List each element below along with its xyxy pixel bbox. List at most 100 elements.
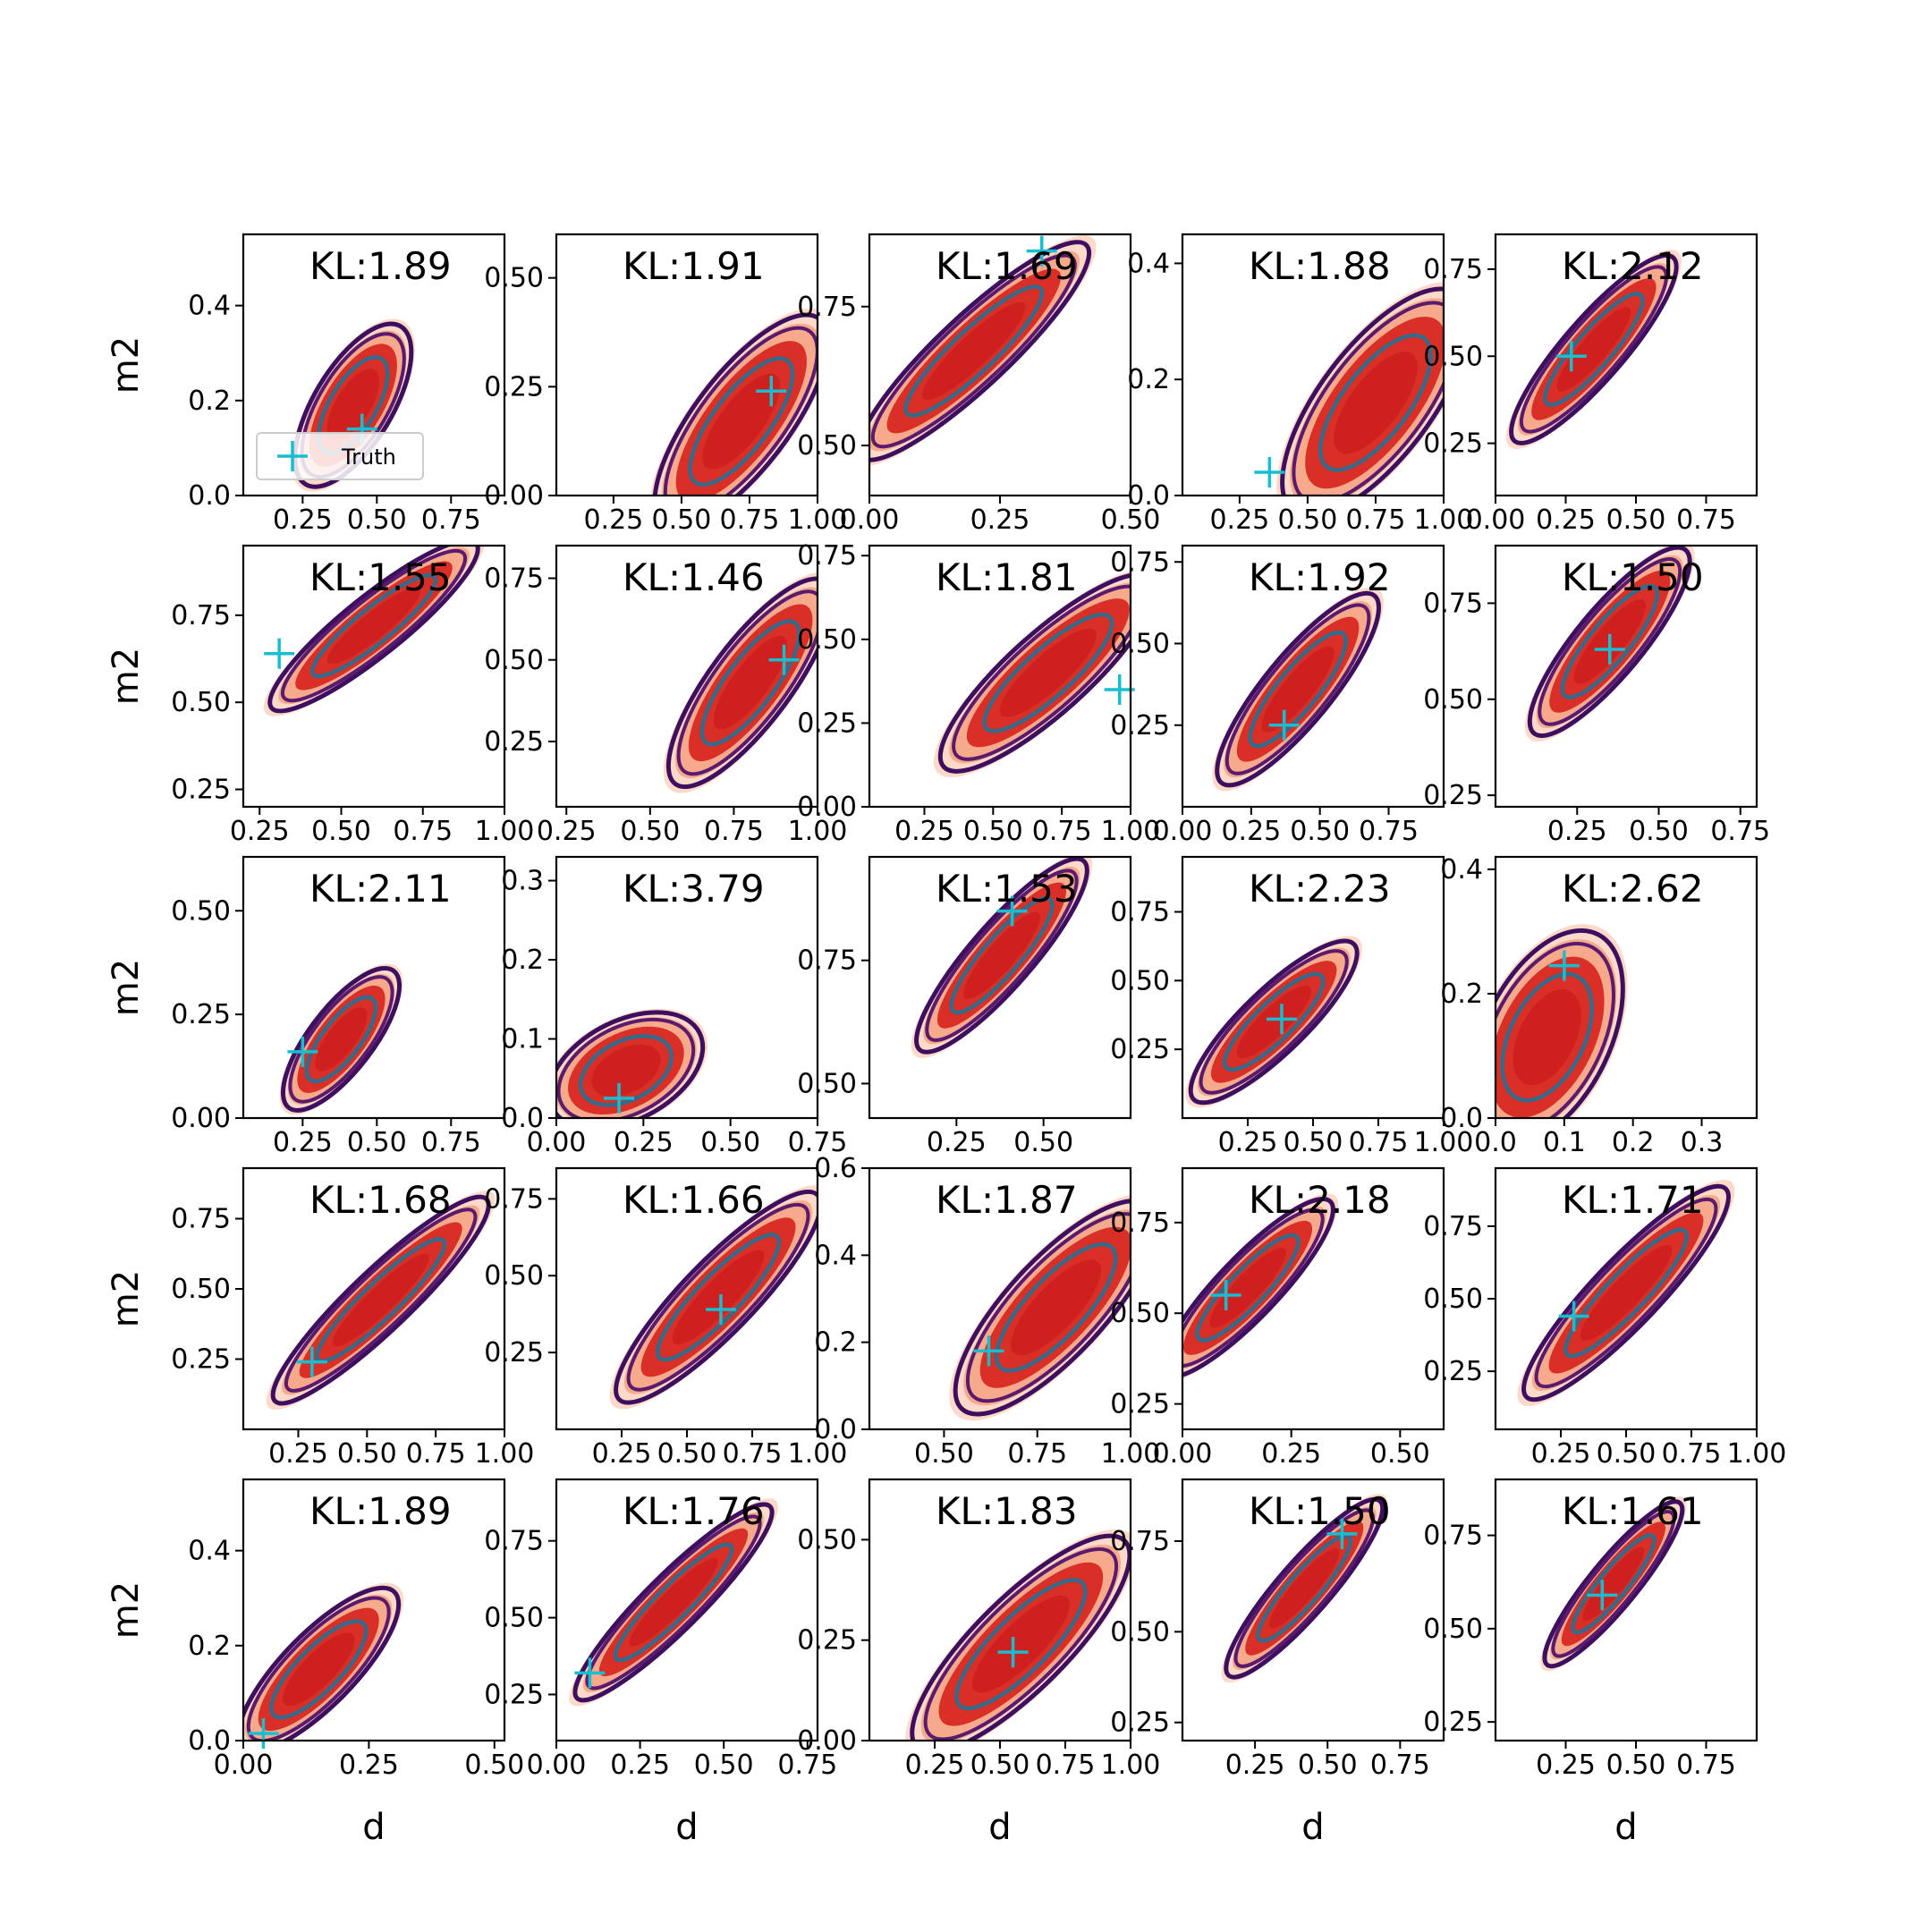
density-fill-core: [591, 1044, 661, 1097]
x-tick-label: 0.25: [273, 504, 333, 536]
x-tick-label: 0.25: [610, 1750, 670, 1781]
contour-line-mid: [663, 326, 818, 496]
axes-frame: [1181, 1478, 1445, 1742]
y-tick-label: 0.00: [171, 1103, 231, 1134]
axes-frame: [555, 855, 819, 1120]
truth-marker: [1266, 1004, 1297, 1035]
x-tick-label: 1.00: [788, 504, 848, 536]
density-contours: [1505, 250, 1682, 449]
y-axis-label: m2: [106, 648, 147, 705]
density-contours: [933, 568, 1131, 778]
kl-annotation: KL:1.83: [936, 1489, 1078, 1533]
y-axis-label: m2: [106, 1270, 147, 1327]
x-tick-label: 0.50: [1629, 816, 1689, 847]
y-tick-label: 0.2: [1127, 364, 1170, 395]
x-tick-label: 1.00: [1101, 1750, 1161, 1781]
legend-label: Truth: [341, 445, 396, 470]
y-axis-label: m2: [106, 959, 147, 1016]
subplot-5: 0.00 0.25 0.50 0.75 0.25 0.50 0.75 KL:2.12: [1423, 233, 1758, 536]
axes-frame: [1494, 544, 1758, 809]
x-tick-label: 1.00: [475, 816, 535, 847]
kl-annotation: KL:2.62: [1562, 867, 1704, 911]
density-contours: [609, 1185, 818, 1410]
kl-annotation: KL:1.76: [623, 1489, 765, 1533]
y-tick-label: 0.75: [1423, 254, 1483, 285]
contour-line-mid: [952, 584, 1131, 761]
density-fill-core: [971, 1595, 1070, 1693]
y-tick-label: 0.0: [1127, 480, 1170, 512]
axes-frame: [1181, 233, 1445, 497]
contour-line-inner: [688, 356, 795, 487]
kl-annotation: KL:1.61: [1562, 1489, 1704, 1533]
y-tick-label: 0.75: [1110, 896, 1170, 928]
kl-annotation: KL:1.81: [936, 555, 1078, 599]
y-tick-label: 0.25: [1423, 428, 1483, 460]
density-fill-core: [999, 628, 1097, 717]
x-tick-label: 0.75: [704, 816, 764, 847]
contour-line-outer: [1521, 1183, 1731, 1402]
subplot-22: 0.00 0.25 0.50 0.75 0.25 0.50 0.75 KL:1.76 d: [484, 1478, 837, 1848]
x-tick-label: 0.50: [1606, 1750, 1666, 1781]
axes-frame: [868, 544, 1132, 809]
y-tick-label: 0.50: [171, 687, 231, 718]
y-tick-label: 0.0: [1440, 1103, 1483, 1134]
y-tick-label: 0.2: [1440, 979, 1483, 1010]
y-tick-label: 0.2: [188, 386, 231, 417]
y-tick-label: 0.25: [797, 708, 857, 739]
x-tick-label: 0.50: [1606, 504, 1666, 536]
x-tick-label: 0.75: [720, 504, 780, 536]
x-tick-label: 0.50: [337, 1438, 397, 1470]
x-tick-label: 1.00: [788, 816, 848, 847]
contour-line-mid: [923, 1546, 1119, 1741]
truth-marker: [248, 1718, 279, 1750]
y-tick-label: 0.50: [484, 1260, 544, 1292]
subplot-3: 0.00 0.25 0.50 0.50 0.75 KL:1.69: [797, 233, 1160, 536]
y-tick-label: 0.75: [484, 564, 544, 595]
y-tick-label: 0.50: [1423, 1614, 1483, 1645]
x-tick-label: 0.25: [583, 504, 643, 536]
kl-annotation: KL:1.91: [623, 244, 765, 288]
truth-marker: [1268, 709, 1300, 741]
y-tick-label: 0.50: [1110, 1616, 1170, 1648]
x-axis-label: d: [988, 1807, 1011, 1848]
x-tick-label: 0.25: [1536, 504, 1596, 536]
y-tick-label: 0.2: [814, 1327, 857, 1359]
density-fill-core: [921, 301, 1026, 401]
axes-frame: [555, 233, 819, 497]
contour-line-outer: [243, 1585, 402, 1741]
contour-line-inner: [315, 1237, 447, 1364]
y-tick-label: 0.0: [501, 1103, 544, 1134]
y-tick-label: 0.50: [797, 624, 857, 656]
x-tick-label: 0.75: [1346, 504, 1406, 536]
density-fill-core: [1261, 646, 1335, 733]
kl-annotation: KL:3.79: [623, 867, 765, 911]
contour-line-outer: [292, 321, 414, 489]
subplot-7: 0.25 0.50 0.75 1.00 0.25 0.50 0.75 KL:1.46: [484, 544, 848, 847]
truth-marker: [705, 1294, 736, 1326]
contour-line-outer: [267, 546, 480, 714]
y-tick-label: 0.75: [797, 945, 857, 977]
y-tick-label: 0.75: [171, 1204, 231, 1235]
x-tick-label: 0.75: [723, 1438, 783, 1470]
axes-frame: [1181, 1166, 1445, 1431]
density-fill-core: [1011, 1259, 1102, 1356]
contour-line-inner: [1195, 1233, 1301, 1343]
y-tick-label: 0.00: [797, 792, 857, 823]
x-tick-label: 0.75: [777, 1750, 837, 1781]
density-contours: [1517, 1179, 1735, 1407]
y-tick-label: 0.75: [1423, 1521, 1483, 1552]
x-tick-label: 1.00: [1727, 1438, 1787, 1470]
x-tick-label: 1.00: [1414, 504, 1474, 536]
legend-box: [256, 432, 424, 480]
contour-line-outer: [1542, 1499, 1685, 1669]
contour-line-mid: [965, 1212, 1131, 1403]
subplot-10: 0.25 0.50 0.75 0.25 0.50 0.75 KL:1.50: [1423, 544, 1770, 847]
subplot-6: 0.25 0.50 0.75 1.00 0.25 0.50 0.75 KL:1.55 m2: [106, 544, 535, 847]
x-tick-label: 1.00: [788, 1438, 848, 1470]
x-tick-label: 0.50: [347, 504, 407, 536]
density-contours: [1496, 924, 1628, 1118]
contour-line-inner: [304, 995, 378, 1084]
subplot-24: 0.25 0.50 0.75 0.25 0.50 0.75 KL:1.50 d: [1110, 1478, 1445, 1848]
y-tick-label: 0.50: [797, 1068, 857, 1099]
